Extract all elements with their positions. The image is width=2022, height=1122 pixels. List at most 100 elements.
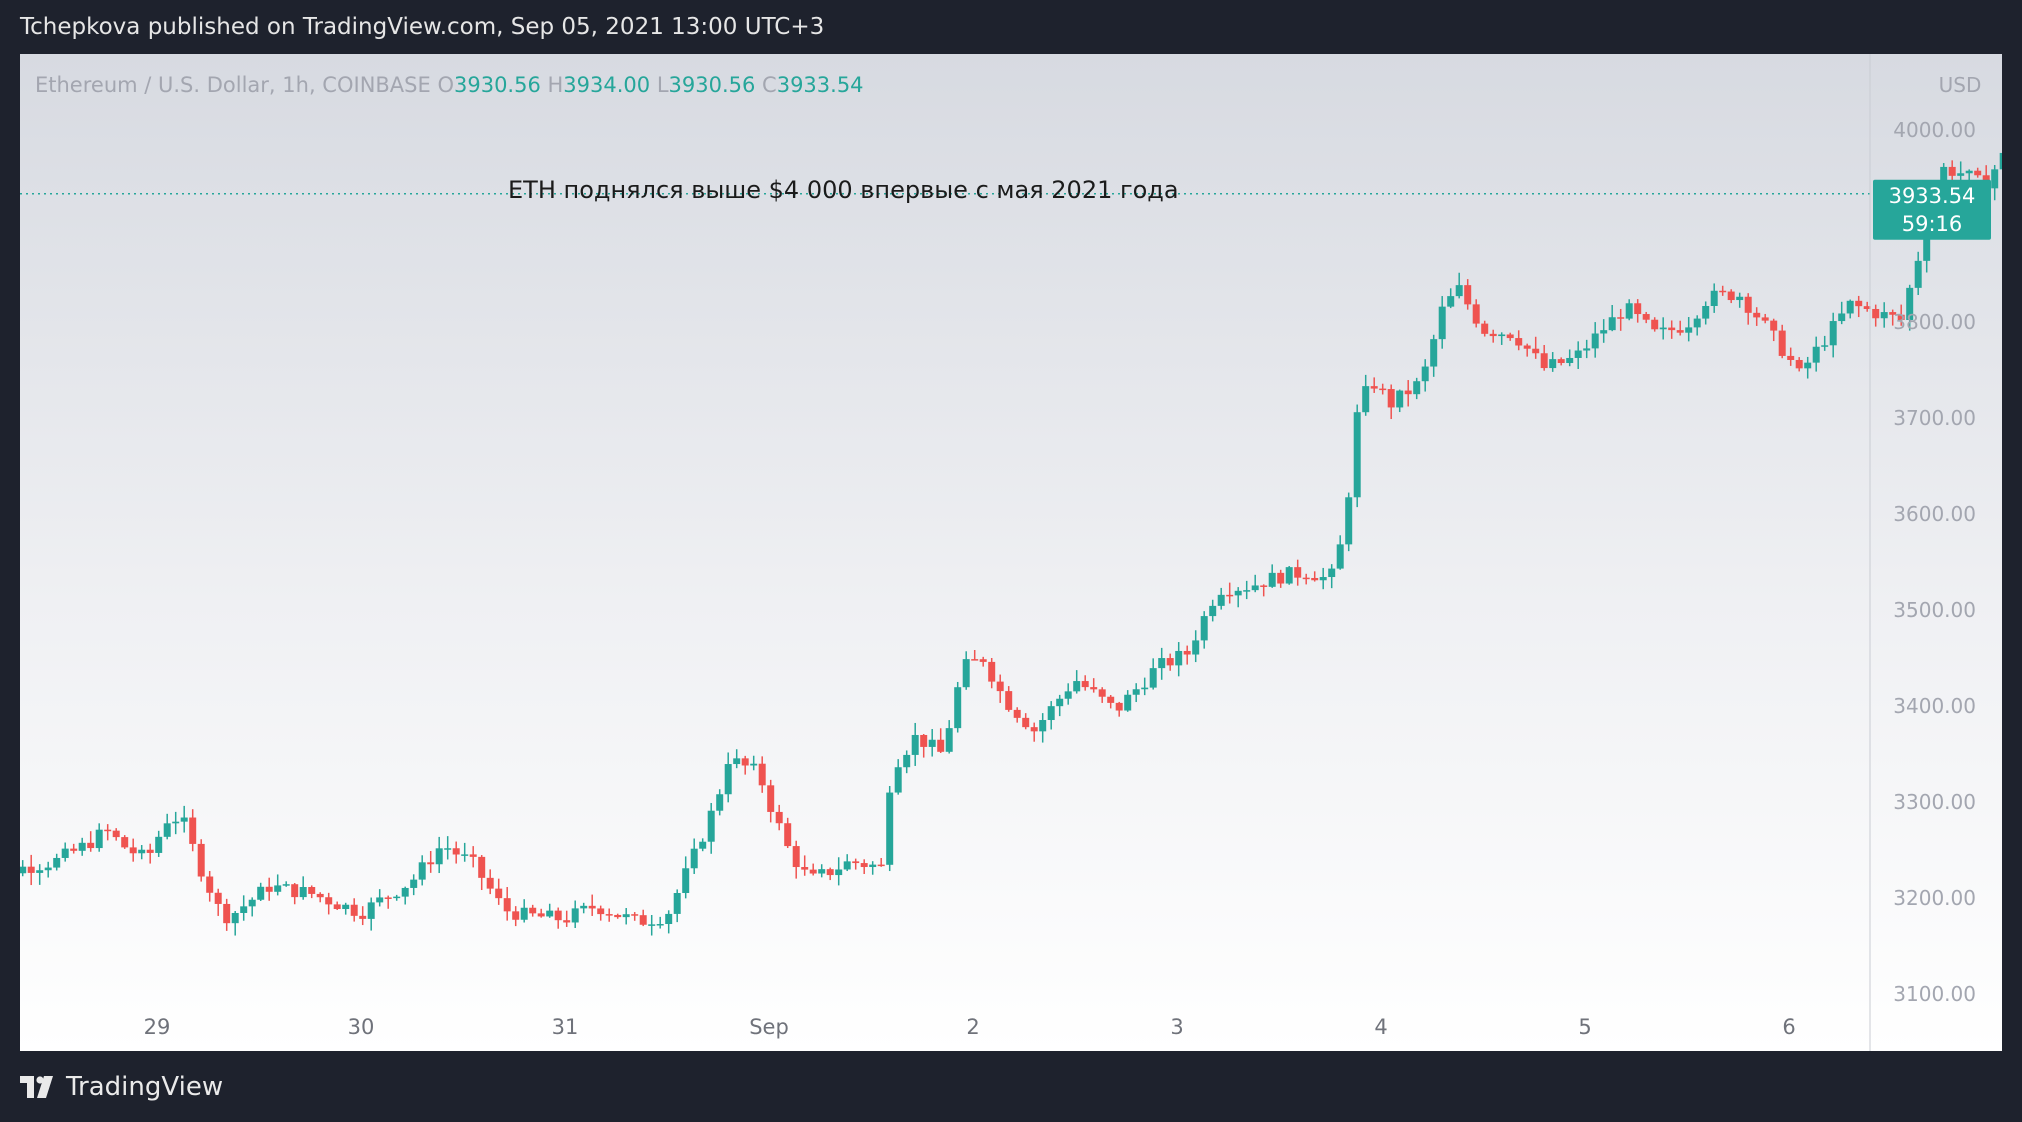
candle-body	[852, 861, 860, 864]
candle-body	[1634, 303, 1642, 315]
candle-body	[180, 817, 188, 822]
candle-body	[1226, 594, 1234, 597]
candle-body	[1251, 585, 1259, 591]
ohlc-key-h: H	[548, 73, 564, 97]
candle-body	[1413, 381, 1421, 395]
candle-body	[384, 897, 392, 899]
candle-body	[1141, 687, 1149, 690]
candle-body	[928, 739, 936, 747]
candle-body	[478, 856, 486, 878]
candle-body	[512, 911, 520, 920]
ohlc-key-o: O	[437, 73, 454, 97]
candle-body	[1795, 359, 1803, 369]
candle-body	[1319, 577, 1327, 581]
y-tick-label: 3300.00	[1893, 790, 1976, 814]
candle-body	[350, 904, 358, 916]
candle-body	[418, 862, 426, 880]
candle-body	[1991, 169, 1999, 189]
candle-body	[733, 758, 741, 765]
candle-body	[1710, 290, 1718, 306]
candle-body	[614, 914, 622, 918]
candle-body	[333, 904, 341, 910]
candle-body	[1370, 386, 1378, 389]
currency-label[interactable]: USD	[1939, 73, 1982, 97]
candle-body	[520, 907, 528, 920]
candle-body	[1047, 706, 1055, 721]
candle-body	[1209, 605, 1217, 617]
candle-body	[1090, 687, 1098, 690]
candle-body	[1158, 658, 1166, 669]
candle-body	[801, 867, 809, 870]
candle-body	[622, 914, 630, 918]
candle-body	[1149, 668, 1157, 688]
candle-body	[1651, 319, 1659, 330]
candle-body	[1115, 702, 1123, 711]
candle-body	[469, 854, 477, 857]
x-tick-label: 31	[552, 1015, 579, 1039]
last-price-tag: 3933.54 59:16	[1873, 179, 1991, 240]
chart-panel[interactable]: ETH поднялся выше $4 000 впервые с мая 2…	[20, 54, 2002, 1051]
candle-body	[1753, 312, 1761, 318]
candle-body	[146, 849, 154, 853]
candle-body	[1455, 285, 1463, 297]
candle-body	[121, 837, 129, 848]
candle-body	[537, 913, 545, 917]
candle-body	[1693, 318, 1701, 328]
candle-body	[1362, 386, 1370, 413]
x-tick-label: 3	[1170, 1015, 1183, 1039]
candle-body	[1608, 317, 1616, 331]
candle-body	[1549, 359, 1557, 369]
candle-body	[877, 864, 885, 867]
candle-body	[401, 887, 409, 897]
candle-body	[1617, 317, 1625, 319]
x-tick-label: 30	[348, 1015, 375, 1039]
candle-body	[27, 866, 35, 873]
candle-body	[112, 830, 120, 838]
candle-body	[1668, 327, 1676, 331]
y-tick-label: 3800.00	[1893, 310, 1976, 334]
candle-body	[1464, 285, 1472, 305]
candle-body	[70, 848, 78, 851]
candle-body	[1829, 321, 1837, 346]
candle-body	[1778, 330, 1786, 356]
candle-body	[1098, 689, 1106, 697]
candle-body	[376, 897, 384, 903]
candle-body	[1192, 640, 1200, 655]
price-axis: 4000.00 3800.00 3700.00 3600.00 3500.00 3400.…	[1893, 118, 1976, 1006]
candle-body	[1013, 709, 1021, 718]
candle-body	[342, 904, 350, 910]
price-tag-bg	[1873, 179, 1991, 240]
candle-body	[486, 877, 494, 889]
candle-body	[1838, 313, 1846, 322]
candle-body	[631, 914, 639, 916]
ohlc-value-h: 3934.00	[563, 73, 657, 97]
candle-body	[155, 836, 163, 853]
x-tick-label: 4	[1374, 1015, 1387, 1039]
candlestick-chart[interactable]: ETH поднялся выше $4 000 впервые с мая 2…	[20, 54, 2002, 1051]
candle-body	[1566, 357, 1574, 364]
candle-body	[163, 823, 171, 837]
candle-body	[1600, 330, 1608, 334]
y-tick-label: 3100.00	[1893, 982, 1976, 1006]
candle-body	[818, 869, 826, 874]
candle-body	[1268, 572, 1276, 587]
ohlc-value-o: 3930.56	[454, 73, 548, 97]
candle-body	[665, 913, 673, 925]
candle-body	[1999, 152, 2002, 170]
ohlc-value-l: 3930.56	[669, 73, 763, 97]
x-tick-label: 2	[966, 1015, 979, 1039]
x-tick-label: 29	[144, 1015, 171, 1039]
candle-body	[248, 899, 256, 907]
candle-body	[1430, 339, 1438, 367]
tradingview-logo[interactable]: TradingView	[20, 1072, 223, 1102]
candle-body	[138, 849, 146, 854]
candle-body	[1302, 577, 1310, 580]
candle-body	[1294, 567, 1302, 578]
candle-body	[894, 767, 902, 793]
candle-body	[529, 907, 537, 914]
candle-body	[325, 897, 333, 905]
candle-body	[1591, 333, 1599, 349]
candle-body	[1056, 698, 1064, 707]
candle-body	[44, 867, 52, 871]
candle-body	[1438, 306, 1446, 340]
